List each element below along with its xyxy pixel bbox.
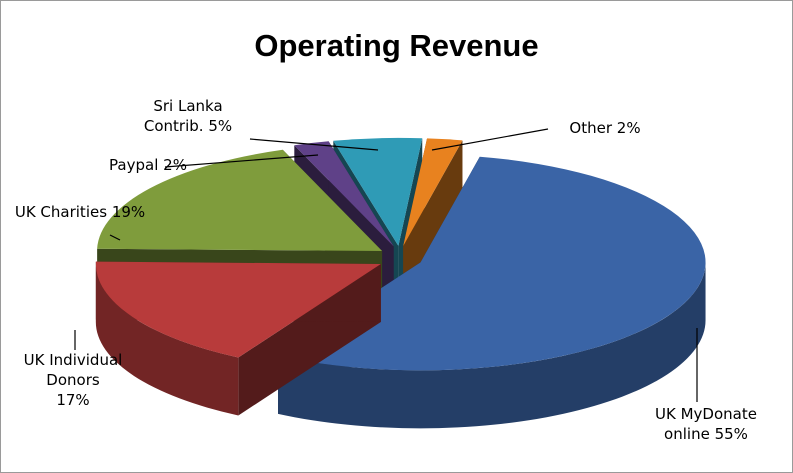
data-label: Paypal 2% [88, 155, 208, 175]
slice-top [95, 261, 381, 358]
slice-top [294, 141, 394, 247]
pie-slice [403, 138, 463, 305]
category-name: Sri Lanka Contrib. [143, 97, 223, 135]
slice-side [278, 262, 706, 429]
value-label: 55% [714, 425, 748, 443]
slice-cut-face [403, 140, 463, 305]
category-name: Other [569, 119, 612, 137]
value-label: 2% [163, 156, 187, 174]
value-label: 5% [208, 117, 233, 135]
value-label: 2% [616, 119, 641, 137]
data-label: UK Individual Donors 17% [8, 350, 138, 410]
pie-slice [278, 156, 706, 429]
chart-title: Operating Revenue [254, 28, 539, 63]
category-name: Paypal [109, 156, 159, 174]
leader-line [164, 154, 319, 168]
data-label: Sri Lanka Contrib. 5% [128, 96, 248, 136]
data-label: Other 2% [550, 118, 660, 138]
leader-line [109, 234, 121, 241]
category-name: UK Charities [14, 203, 108, 221]
leader-line [249, 138, 379, 151]
slice-top [97, 149, 383, 251]
value-label: 19% [111, 203, 146, 221]
category-name: UK Individual Donors [23, 351, 123, 389]
leader-line [431, 128, 549, 151]
slice-top [333, 137, 423, 246]
pie-slice [95, 261, 381, 416]
slice-top [403, 138, 463, 247]
value-label: 17% [56, 391, 90, 409]
data-label: UK Charities 19% [10, 202, 150, 222]
slice-side [95, 263, 239, 416]
category-name: UK MyDonate online [655, 405, 757, 443]
slice-top [278, 156, 706, 371]
data-label: UK MyDonate online 55% [636, 404, 776, 444]
